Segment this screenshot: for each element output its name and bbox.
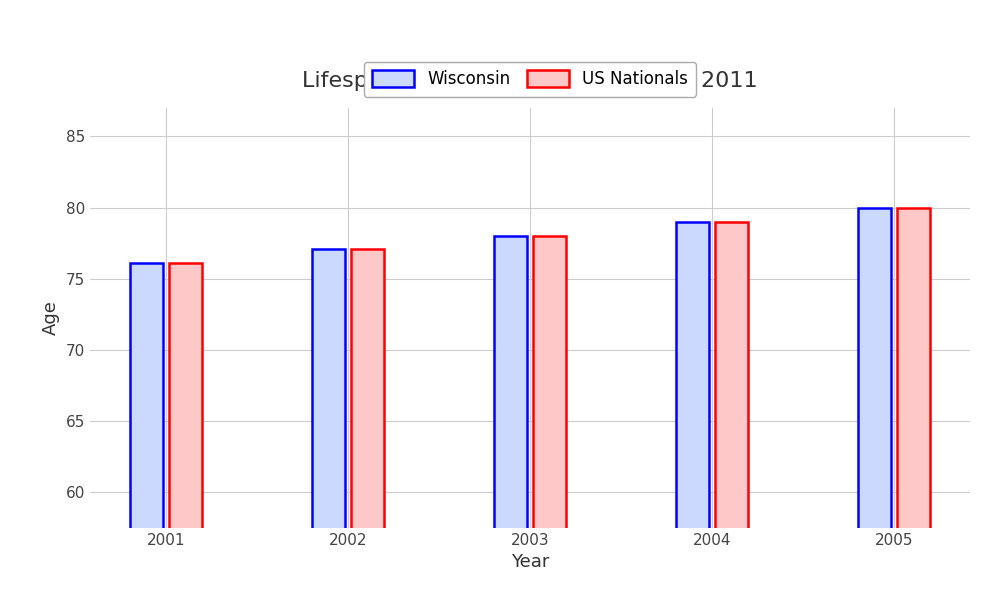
Bar	[897, 208, 930, 600]
Bar	[533, 236, 566, 600]
Bar	[494, 236, 527, 600]
Bar	[130, 263, 163, 600]
X-axis label: Year: Year	[511, 553, 549, 571]
Bar	[715, 222, 748, 600]
Bar	[858, 208, 891, 600]
Bar	[312, 249, 345, 600]
Legend: Wisconsin, US Nationals: Wisconsin, US Nationals	[364, 62, 696, 97]
Bar	[169, 263, 202, 600]
Bar	[676, 222, 709, 600]
Y-axis label: Age: Age	[42, 301, 60, 335]
Title: Lifespan in Wisconsin from 1960 to 2011: Lifespan in Wisconsin from 1960 to 2011	[302, 71, 758, 91]
Bar	[351, 249, 384, 600]
